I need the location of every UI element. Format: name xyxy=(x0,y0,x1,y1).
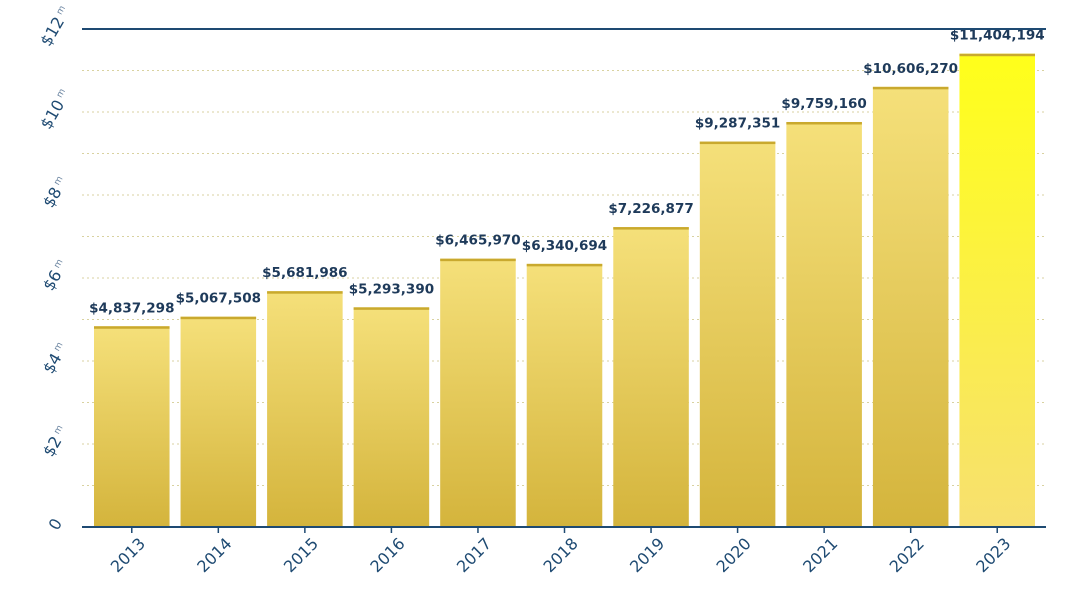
bar-top-edge xyxy=(959,53,1035,57)
y-tick-label: $10m xyxy=(36,86,74,132)
value-label: $6,465,970 xyxy=(435,233,520,249)
bar-top-edge xyxy=(94,326,170,329)
y-tick-value: $4 xyxy=(39,350,66,377)
bar-2018 xyxy=(526,263,603,527)
x-tick-label: 2017 xyxy=(453,534,495,576)
y-tick-unit: m xyxy=(52,175,65,188)
value-label: $4,837,298 xyxy=(89,300,174,316)
bar-2017 xyxy=(440,258,516,527)
x-tick-label: 2015 xyxy=(280,534,322,576)
x-tick-label: 2019 xyxy=(626,534,668,576)
x-tick-label: 2020 xyxy=(713,534,755,576)
value-label: $6,340,694 xyxy=(522,238,607,254)
bar-top-edge xyxy=(613,227,689,230)
y-tick-unit: m xyxy=(52,424,65,437)
bar-2013 xyxy=(94,326,170,527)
y-tick-label: $6m xyxy=(39,257,72,294)
bar-2014 xyxy=(180,316,257,527)
bar-top-edge xyxy=(526,263,603,267)
value-label: $5,293,390 xyxy=(349,281,434,297)
bar-top-edge xyxy=(440,258,516,262)
x-tick-label: 2021 xyxy=(799,534,841,576)
x-tick-label: 2016 xyxy=(366,534,408,576)
bar-2023 xyxy=(959,53,1035,527)
bar-2020 xyxy=(699,141,776,527)
bar-top-edge xyxy=(786,121,862,125)
y-tick-unit: m xyxy=(52,341,65,354)
y-tick-value: $2 xyxy=(39,433,66,460)
bar-top-edge xyxy=(699,141,776,145)
value-label: $5,067,508 xyxy=(176,291,261,307)
bar-2019 xyxy=(613,227,689,528)
value-label: $7,226,877 xyxy=(608,201,693,217)
bar-top-edge xyxy=(353,307,430,310)
y-tick-value: 0 xyxy=(44,515,66,533)
bar-2015 xyxy=(267,291,343,527)
bar-2021 xyxy=(786,121,862,527)
value-label: $11,404,194 xyxy=(950,28,1045,44)
bars xyxy=(94,53,1035,528)
y-tick-label: 0 xyxy=(44,515,66,533)
y-tick-label: $2m xyxy=(39,423,72,460)
value-label: $10,606,270 xyxy=(863,61,958,77)
bar-top-edge xyxy=(267,291,343,294)
y-tick-label: $4m xyxy=(39,340,72,377)
bar-2022 xyxy=(872,86,949,528)
y-tick-unit: m xyxy=(55,87,68,100)
x-tick-label: 2013 xyxy=(107,534,149,576)
y-tick-label: $8m xyxy=(39,174,72,211)
y-tick-value: $12 xyxy=(36,13,68,49)
y-tick-value: $8 xyxy=(39,184,66,211)
value-label: $9,759,160 xyxy=(781,96,866,112)
y-tick-value: $10 xyxy=(36,96,68,132)
x-tick-label: 2018 xyxy=(539,534,581,576)
value-label: $9,287,351 xyxy=(695,116,780,132)
bar-top-edge xyxy=(180,316,257,320)
y-tick-value: $6 xyxy=(39,267,66,294)
y-tick-label: $12m xyxy=(36,3,74,49)
x-tick-label: 2022 xyxy=(886,534,928,576)
x-tick-label: 2023 xyxy=(972,534,1014,576)
bar-top-edge xyxy=(872,86,949,90)
x-tick-label: 2014 xyxy=(193,534,235,576)
y-tick-unit: m xyxy=(52,258,65,271)
value-labels: $4,837,298$5,067,508$5,681,986$5,293,390… xyxy=(89,28,1045,317)
bar-2016 xyxy=(353,307,430,527)
y-tick-unit: m xyxy=(55,4,68,17)
value-label: $5,681,986 xyxy=(262,265,347,281)
